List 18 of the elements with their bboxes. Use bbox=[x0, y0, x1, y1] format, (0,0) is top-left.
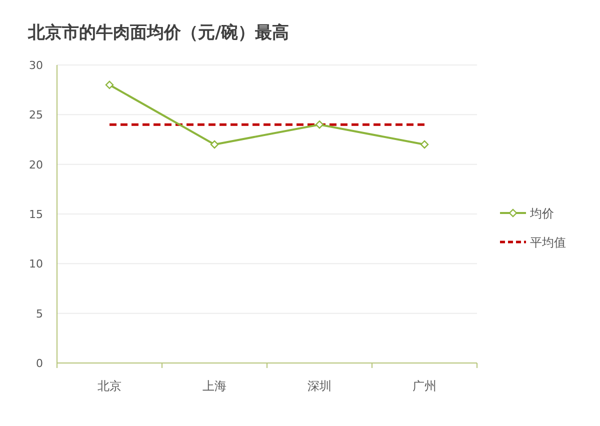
y-tick-label: 5 bbox=[36, 307, 43, 320]
legend-label: 均价 bbox=[529, 206, 554, 220]
point bbox=[105, 80, 114, 89]
y-tick-label: 15 bbox=[29, 208, 43, 221]
y-tick-label: 25 bbox=[29, 108, 43, 122]
title: 北京市的牛肉面均价（元/碗）最高 bbox=[28, 23, 290, 43]
x-tick-label: 北京 bbox=[98, 379, 122, 393]
x-tick-label: 深圳 bbox=[308, 379, 332, 393]
x-tick-label: 广州 bbox=[412, 379, 436, 393]
y-tick-label: 20 bbox=[29, 158, 43, 172]
point bbox=[210, 140, 219, 149]
point bbox=[315, 120, 324, 129]
point bbox=[420, 140, 429, 149]
legend-label: 平均值 bbox=[530, 236, 566, 250]
y-tick-label: 10 bbox=[29, 258, 43, 271]
x-tick-label: 上海 bbox=[202, 379, 226, 393]
y-tick-label: 0 bbox=[36, 357, 43, 370]
y-tick-label: 30 bbox=[29, 59, 43, 72]
